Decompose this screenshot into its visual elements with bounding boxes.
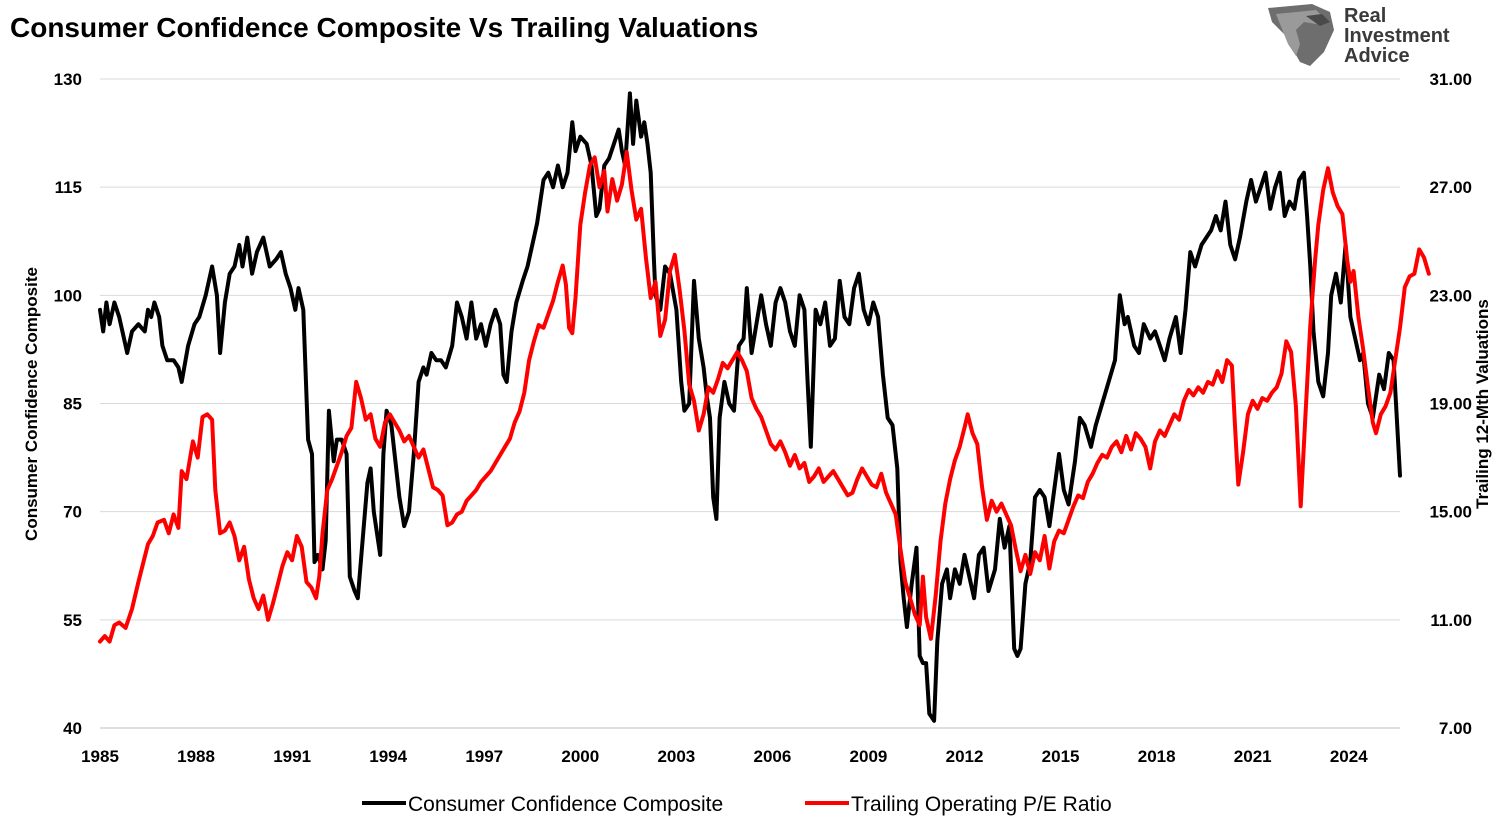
y-left-tick-label: 55 <box>63 611 82 630</box>
eagle-head-icon <box>1268 4 1334 66</box>
x-tick-label: 1991 <box>273 747 311 766</box>
legend-label-consumer-confidence: Consumer Confidence Composite <box>408 793 723 816</box>
y-right-tick-label: 11.00 <box>1430 611 1472 630</box>
x-tick-label: 1985 <box>81 747 119 766</box>
y-right-tick-label: 31.00 <box>1429 70 1472 89</box>
y-left-tick-label: 85 <box>63 395 82 414</box>
y-axis-left-title: Consumer Confidence Composite <box>22 267 41 541</box>
y-right-tick-label: 7.00 <box>1439 719 1472 738</box>
x-tick-label: 2012 <box>946 747 984 766</box>
y-axis-right-title: Trailing 12-Mth Valuations <box>1473 299 1492 509</box>
series-line-pe-ratio <box>98 150 1431 644</box>
y-right-tick-label: 23.00 <box>1429 286 1472 305</box>
x-tick-label: 1994 <box>369 747 407 766</box>
brand-name-line-1: Real <box>1344 5 1386 27</box>
x-axis-ticks: 1985 1988 1991 1994 1997 2000 2003 2006 2009 2012… <box>81 747 1368 766</box>
y-axis-left-ticks: 40 55 70 85 100 115 130 <box>54 70 82 738</box>
x-tick-label: 2003 <box>657 747 695 766</box>
x-tick-label: 2018 <box>1138 747 1176 766</box>
y-axis-right-ticks: 7.00 11.00 15.00 19.00 23.00 27.00 31.00 <box>1429 70 1472 738</box>
y-left-tick-label: 40 <box>63 719 82 738</box>
legend: Consumer Confidence Composite Trailing O… <box>362 793 1112 816</box>
y-left-tick-label: 70 <box>63 503 82 522</box>
chart-title: Consumer Confidence Composite Vs Trailin… <box>10 12 758 43</box>
legend-item-consumer-confidence: Consumer Confidence Composite <box>362 793 723 816</box>
x-tick-label: 2006 <box>753 747 791 766</box>
x-tick-label: 2015 <box>1042 747 1080 766</box>
y-left-tick-label: 115 <box>55 178 82 197</box>
x-tick-label: 2024 <box>1330 747 1368 766</box>
gridlines <box>100 78 1400 621</box>
y-right-tick-label: 27.00 <box>1429 178 1472 197</box>
x-tick-label: 2000 <box>561 747 599 766</box>
y-right-tick-label: 19.00 <box>1429 395 1472 414</box>
y-left-tick-label: 100 <box>54 286 82 305</box>
brand-name-line-3: Advice <box>1344 45 1410 67</box>
x-tick-label: 2021 <box>1234 747 1272 766</box>
brand-name-line-2: Investment <box>1344 25 1450 47</box>
series-layer <box>98 91 1431 723</box>
legend-item-pe-ratio: Trailing Operating P/E Ratio <box>805 793 1112 816</box>
x-tick-label: 1997 <box>465 747 503 766</box>
y-right-tick-label: 15.00 <box>1429 503 1472 522</box>
x-tick-label: 2009 <box>850 747 888 766</box>
brand-logo: Real Investment Advice <box>1268 4 1450 67</box>
x-tick-label: 1988 <box>177 747 215 766</box>
y-left-tick-label: 130 <box>54 70 82 89</box>
legend-label-pe-ratio: Trailing Operating P/E Ratio <box>851 793 1112 816</box>
